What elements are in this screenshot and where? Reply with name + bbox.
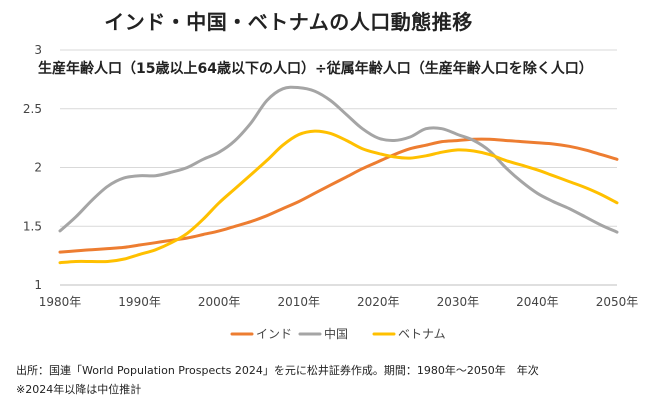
y-tick-label: 2.5 bbox=[23, 102, 42, 116]
legend-label: インド bbox=[256, 327, 292, 341]
source-note: 出所：国連「World Population Prospects 2024」を元… bbox=[16, 364, 539, 377]
chart-subtitle: 生産年齢人口（15歳以上64歳以下の人口）÷従属年齢人口（生産年齢人口を除く人口… bbox=[38, 61, 593, 77]
series-lines bbox=[58, 85, 619, 265]
x-tick-label: 1990年 bbox=[118, 295, 161, 309]
series-line-ベトナム bbox=[58, 129, 619, 265]
x-tick-label: 2040年 bbox=[516, 295, 559, 309]
x-tick-label: 2010年 bbox=[277, 295, 320, 309]
estimate-note: ※2024年以降は中位推計 bbox=[16, 383, 142, 396]
legend-label: ベトナム bbox=[398, 327, 446, 341]
y-tick-label: 3 bbox=[34, 43, 42, 57]
axes: 1 1.5 2 2.5 3 1980年 1990年 2000年 2010年 2020年 2030年 2… bbox=[23, 43, 638, 309]
y-tick-label: 1 bbox=[34, 278, 42, 292]
chart-title: インド・中国・ベトナムの人口動態推移 bbox=[104, 10, 473, 34]
series-line-中国 bbox=[58, 85, 619, 234]
series-line-インド bbox=[58, 137, 619, 254]
x-tick-label: 2020年 bbox=[357, 295, 400, 309]
legend: インド 中国 ベトナム bbox=[230, 326, 446, 341]
x-tick-label: 1980年 bbox=[39, 295, 82, 309]
x-tick-label: 2050年 bbox=[596, 295, 639, 309]
legend-label: 中国 bbox=[324, 326, 348, 341]
y-tick-label: 2 bbox=[34, 161, 42, 175]
x-tick-label: 2030年 bbox=[437, 295, 480, 309]
x-tick-label: 2000年 bbox=[198, 295, 241, 309]
y-tick-label: 1.5 bbox=[23, 219, 42, 233]
gridlines bbox=[60, 49, 617, 227]
